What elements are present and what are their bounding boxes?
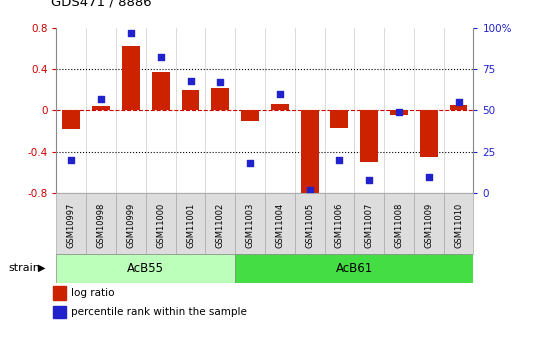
Bar — [414, 193, 444, 254]
Text: GSM11001: GSM11001 — [186, 202, 195, 247]
Text: GSM10998: GSM10998 — [97, 202, 105, 248]
Text: GSM11002: GSM11002 — [216, 202, 225, 247]
Bar — [295, 193, 324, 254]
Point — [97, 96, 105, 101]
Bar — [53, 306, 66, 318]
Text: GSM11000: GSM11000 — [156, 202, 165, 247]
Text: AcB61: AcB61 — [336, 262, 373, 275]
Point — [454, 99, 463, 105]
Text: GSM11004: GSM11004 — [275, 202, 285, 247]
Bar — [241, 110, 259, 121]
Text: log ratio: log ratio — [71, 288, 115, 298]
Bar — [384, 193, 414, 254]
Point — [275, 91, 284, 97]
Bar — [265, 193, 295, 254]
Bar — [56, 254, 235, 283]
Bar — [122, 46, 140, 110]
Bar — [116, 193, 146, 254]
Bar — [355, 193, 384, 254]
Point — [335, 157, 344, 163]
Bar — [235, 193, 265, 254]
Text: GSM11007: GSM11007 — [365, 202, 374, 248]
Text: GSM11006: GSM11006 — [335, 202, 344, 248]
Bar — [92, 106, 110, 110]
Bar — [211, 88, 229, 110]
Bar — [450, 105, 468, 110]
Text: GSM11009: GSM11009 — [424, 202, 433, 247]
Point — [126, 30, 135, 35]
Text: GDS471 / 8886: GDS471 / 8886 — [51, 0, 152, 9]
Bar — [390, 110, 408, 115]
Bar — [86, 193, 116, 254]
Point — [216, 79, 224, 85]
Bar — [152, 72, 169, 110]
Text: GSM11010: GSM11010 — [454, 202, 463, 247]
Bar — [56, 193, 86, 254]
Point — [67, 157, 76, 163]
Bar — [271, 104, 289, 110]
Bar — [420, 110, 438, 157]
Bar — [360, 110, 378, 162]
Bar — [206, 193, 235, 254]
Text: percentile rank within the sample: percentile rank within the sample — [71, 307, 247, 317]
Text: AcB55: AcB55 — [128, 262, 164, 275]
Point — [306, 187, 314, 193]
Bar — [444, 193, 473, 254]
Bar — [53, 286, 66, 300]
Text: strain: strain — [8, 263, 40, 273]
Text: GSM11003: GSM11003 — [245, 202, 254, 248]
Text: GSM11005: GSM11005 — [305, 202, 314, 247]
Point — [186, 78, 195, 83]
Text: GSM10997: GSM10997 — [67, 202, 76, 248]
Bar — [62, 110, 80, 129]
Bar — [301, 110, 318, 193]
Text: GSM11008: GSM11008 — [394, 202, 404, 248]
Bar — [330, 110, 348, 128]
Point — [424, 174, 433, 179]
Point — [395, 109, 404, 115]
Text: ▶: ▶ — [38, 263, 45, 273]
Text: GSM10999: GSM10999 — [126, 202, 136, 247]
Bar — [235, 254, 473, 283]
Point — [365, 177, 373, 183]
Point — [246, 161, 254, 166]
Point — [157, 55, 165, 60]
Bar — [181, 90, 200, 110]
Bar — [146, 193, 175, 254]
Bar — [324, 193, 355, 254]
Bar — [175, 193, 206, 254]
